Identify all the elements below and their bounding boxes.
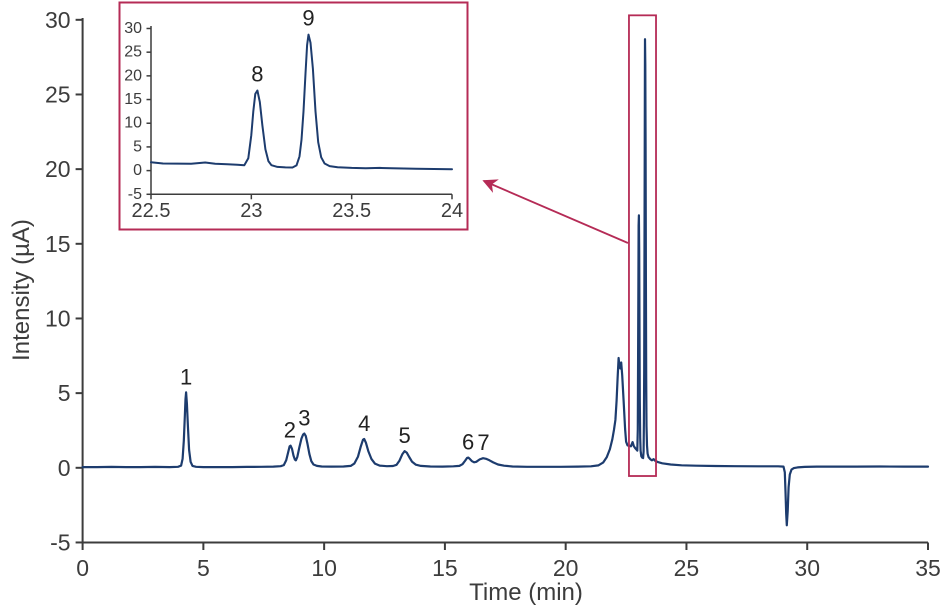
inset-y-tick-label: 30 xyxy=(124,20,142,37)
inset-x-tick-label: 24 xyxy=(441,200,463,222)
y-tick-label: 15 xyxy=(45,231,71,257)
inset-peak-label-9: 9 xyxy=(302,6,314,31)
inset-y-tick-label: 5 xyxy=(133,138,142,155)
inset-frame xyxy=(118,1,469,231)
y-tick-label: 10 xyxy=(45,305,71,331)
x-tick-label: 30 xyxy=(794,555,820,581)
y-axis-title: Intensity (µA) xyxy=(8,219,35,361)
highlight-annotations xyxy=(482,14,657,477)
chromatogram-line xyxy=(81,38,930,527)
x-tick-label: 35 xyxy=(915,555,941,581)
inset-y-tick-label: -5 xyxy=(128,186,142,203)
inset-x-tick-label: 23.5 xyxy=(332,200,371,222)
inset-x-tick-label: 23 xyxy=(240,200,262,222)
highlight-box xyxy=(628,14,657,477)
y-tick-label: 5 xyxy=(58,380,71,406)
peak-label-4: 4 xyxy=(358,411,370,436)
x-tick-label: 0 xyxy=(76,555,89,581)
peak-label-5: 5 xyxy=(398,423,410,448)
main-peak-labels: 12 3 4 5 6 7 xyxy=(180,364,490,455)
inset-y-tick-label: 15 xyxy=(124,91,142,108)
y-tick-label: 25 xyxy=(45,81,71,107)
y-tick-label: 20 xyxy=(45,156,71,182)
y-tick-label: -5 xyxy=(50,529,70,555)
inset-y-tick-label: 20 xyxy=(124,67,142,84)
inset-y-tick-label: 25 xyxy=(124,44,142,61)
peak-label-6: 6 xyxy=(462,430,474,455)
x-axis-title: Time (min) xyxy=(469,579,583,606)
inset-chromatogram-line xyxy=(150,33,453,171)
inset-y-tick-label: 0 xyxy=(133,162,142,179)
main-trace xyxy=(81,38,930,527)
peak-label-7: 7 xyxy=(477,430,489,455)
inset-plot: 30 25 20 15 10 5 0 -522.5 23 23.5 24 8 9 xyxy=(118,1,469,231)
y-tick-label: 30 xyxy=(45,7,71,33)
callout-arrow xyxy=(482,179,629,244)
peak-label-3: 3 xyxy=(298,405,310,430)
x-tick-label: 20 xyxy=(553,555,579,581)
x-tick-label: 5 xyxy=(197,555,210,581)
inset-x-tick-label: 22.5 xyxy=(132,200,171,222)
x-tick-label: 15 xyxy=(432,555,458,581)
inset-peak-label-8: 8 xyxy=(251,62,263,87)
x-tick-label: 25 xyxy=(674,555,700,581)
peak-label-2: 2 xyxy=(284,418,296,443)
y-tick-label: 0 xyxy=(58,455,71,481)
x-tick-label: 10 xyxy=(311,555,337,581)
peak-label-1: 1 xyxy=(180,364,192,389)
inset-y-tick-label: 10 xyxy=(124,115,142,132)
